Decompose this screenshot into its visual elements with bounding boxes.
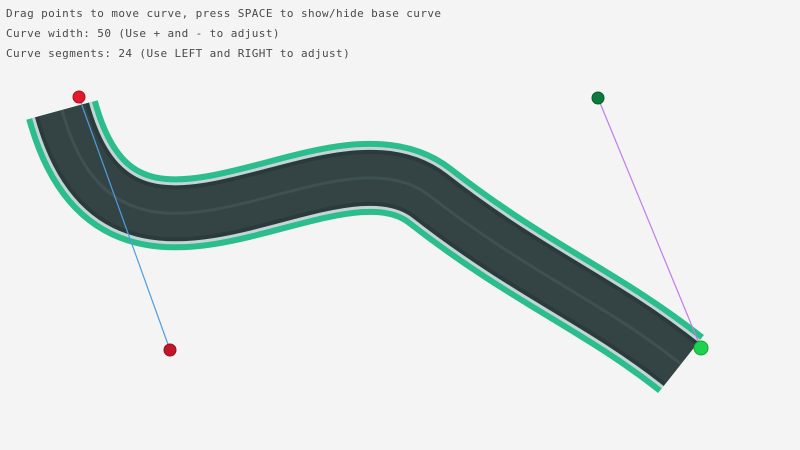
handle-lines-group — [78, 96, 702, 351]
anchor-end-handle[interactable] — [693, 340, 709, 356]
control-point-2-handle[interactable] — [591, 91, 605, 105]
road-group — [26, 99, 704, 394]
handles-group[interactable] — [72, 90, 709, 357]
handle-line-start — [78, 96, 171, 351]
road-center-stripe — [60, 109, 682, 366]
control-point-1-handle[interactable] — [163, 343, 177, 357]
anchor-start-handle[interactable] — [72, 90, 86, 104]
handle-line-end — [597, 97, 702, 349]
